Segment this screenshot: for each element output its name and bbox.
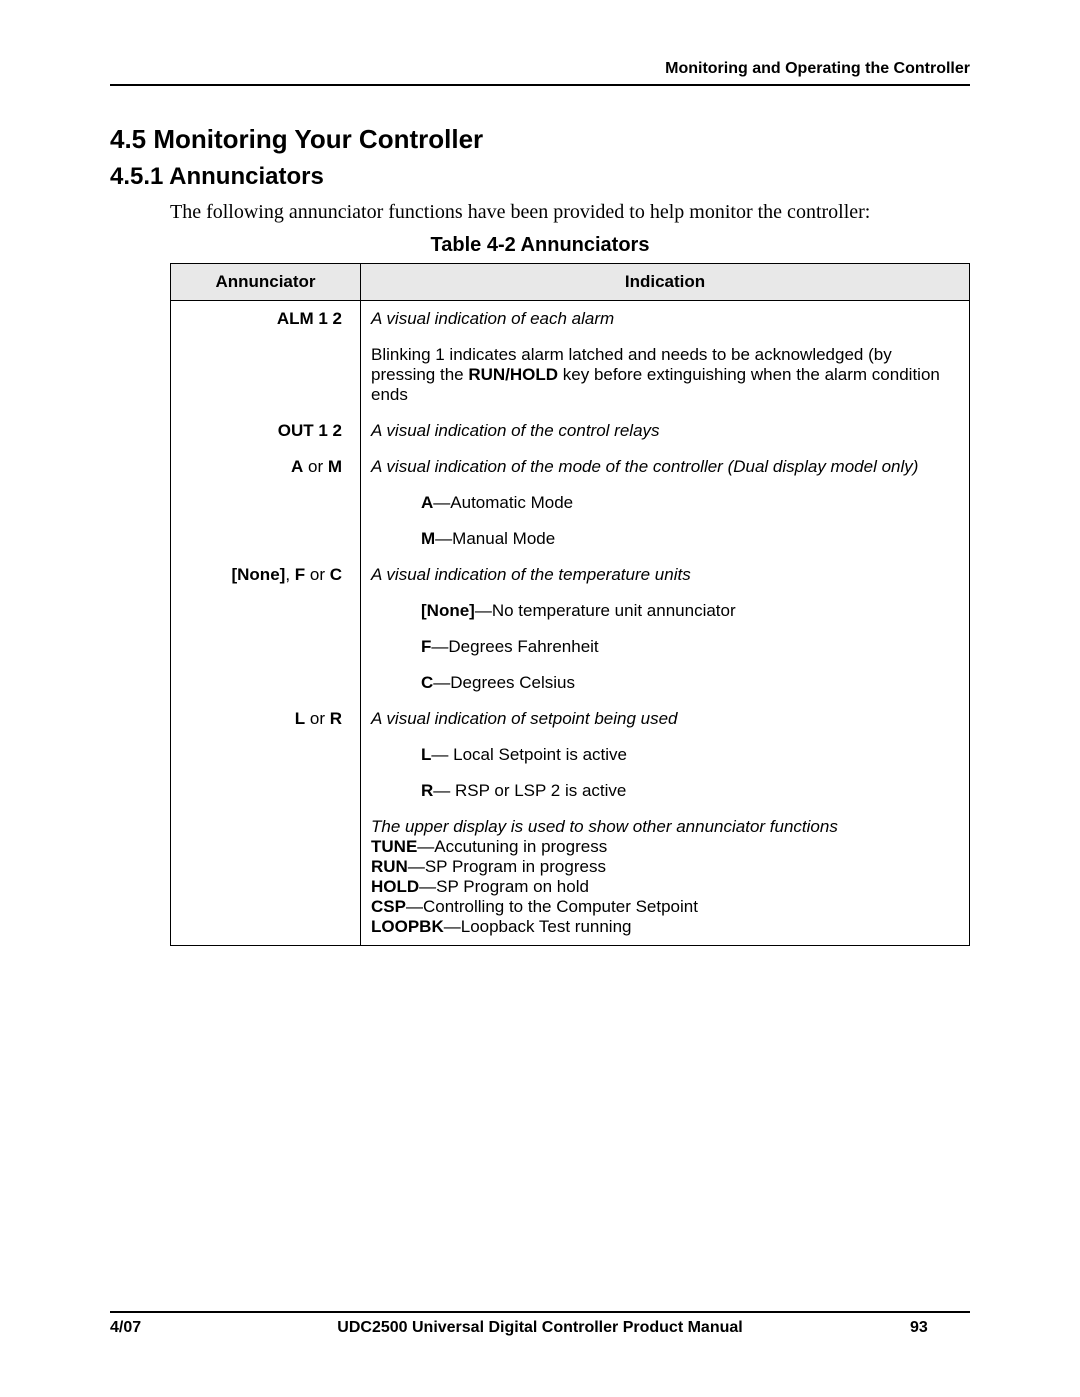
label-part: C xyxy=(330,565,342,584)
annunciator-label: ALM 1 2 xyxy=(171,301,361,338)
desc: —Degrees Celsius xyxy=(433,673,575,692)
table-row: C—Degrees Celsius xyxy=(171,665,970,701)
indication-text: The upper display is used to show other … xyxy=(371,817,838,836)
table-row: [None]—No temperature unit annunciator xyxy=(171,593,970,629)
desc: —Degrees Fahrenheit xyxy=(431,637,598,656)
desc: —Accutuning in progress xyxy=(417,837,607,856)
desc: —Manual Mode xyxy=(435,529,555,548)
label-part: or xyxy=(305,709,330,728)
code: [None] xyxy=(421,601,475,620)
table-row: The upper display is used to show other … xyxy=(171,809,970,946)
indication-cell: R— RSP or LSP 2 is active xyxy=(361,773,970,809)
intro-paragraph: The following annunciator functions have… xyxy=(170,201,970,224)
indication-text: A visual indication of the temperature u… xyxy=(371,565,691,584)
indication-cell: A visual indication of each alarm xyxy=(361,301,970,338)
indication-cell: A visual indication of the control relay… xyxy=(361,413,970,449)
table-row: A—Automatic Mode xyxy=(171,485,970,521)
code: CSP xyxy=(371,897,406,916)
label-part: or xyxy=(305,565,330,584)
annunciator-label: L or R xyxy=(171,701,361,737)
page-footer: 4/07 UDC2500 Universal Digital Controlle… xyxy=(110,1311,970,1337)
label-part: M xyxy=(328,457,342,476)
table-row: ALM 1 2 A visual indication of each alar… xyxy=(171,301,970,338)
label-part: F xyxy=(295,565,305,584)
indication-cell: [None]—No temperature unit annunciator xyxy=(361,593,970,629)
code: F xyxy=(421,637,431,656)
label-part: [None] xyxy=(231,565,285,584)
annunciator-label: A or M xyxy=(171,449,361,485)
indication-cell: A visual indication of setpoint being us… xyxy=(361,701,970,737)
indication-text: A visual indication of each alarm xyxy=(371,309,614,328)
indication-cell: A—Automatic Mode xyxy=(361,485,970,521)
table-row: L— Local Setpoint is active xyxy=(171,737,970,773)
table-row: OUT 1 2 A visual indication of the contr… xyxy=(171,413,970,449)
annunciator-label: [None], F or C xyxy=(171,557,361,593)
annunciator-label: OUT 1 2 xyxy=(171,413,361,449)
key-name: RUN/HOLD xyxy=(468,365,558,384)
code: LOOPBK xyxy=(371,917,444,936)
desc: —Controlling to the Computer Setpoint xyxy=(406,897,698,916)
footer-title: UDC2500 Universal Digital Controller Pro… xyxy=(170,1319,910,1337)
table-row: L or R A visual indication of setpoint b… xyxy=(171,701,970,737)
running-header: Monitoring and Operating the Controller xyxy=(110,60,970,86)
desc: —Loopback Test running xyxy=(444,917,632,936)
table-header-indication: Indication xyxy=(361,264,970,301)
code: M xyxy=(421,529,435,548)
table-header-annunciator: Annunciator xyxy=(171,264,361,301)
footer-page-number: 93 xyxy=(910,1319,970,1337)
table-row: A or M A visual indication of the mode o… xyxy=(171,449,970,485)
desc: —No temperature unit annunciator xyxy=(475,601,736,620)
desc: —SP Program on hold xyxy=(419,877,589,896)
table-row: [None], F or C A visual indication of th… xyxy=(171,557,970,593)
indication-cell: The upper display is used to show other … xyxy=(361,809,970,946)
code: A xyxy=(421,493,433,512)
indication-cell: A visual indication of the mode of the c… xyxy=(361,449,970,485)
indication-cell: A visual indication of the temperature u… xyxy=(361,557,970,593)
label-part: R xyxy=(330,709,342,728)
table-row: R— RSP or LSP 2 is active xyxy=(171,773,970,809)
indication-cell: Blinking 1 indicates alarm latched and n… xyxy=(361,337,970,413)
indication-cell: L— Local Setpoint is active xyxy=(361,737,970,773)
label-part: , xyxy=(285,565,294,584)
indication-text: A visual indication of the mode of the c… xyxy=(371,457,918,476)
footer-date: 4/07 xyxy=(110,1319,170,1337)
table-row: M—Manual Mode xyxy=(171,521,970,557)
code: HOLD xyxy=(371,877,419,896)
desc: — RSP or LSP 2 is active xyxy=(433,781,626,800)
indication-text: A visual indication of the control relay… xyxy=(371,421,660,440)
section-heading-4-5-1: 4.5.1 Annunciators xyxy=(110,163,970,191)
section-heading-4-5: 4.5 Monitoring Your Controller xyxy=(110,124,970,155)
code: L xyxy=(421,745,431,764)
label-part: A xyxy=(291,457,303,476)
indication-cell: M—Manual Mode xyxy=(361,521,970,557)
code: C xyxy=(421,673,433,692)
desc: —SP Program in progress xyxy=(408,857,606,876)
label-part: or xyxy=(303,457,328,476)
annunciator-label xyxy=(171,337,361,413)
code: RUN xyxy=(371,857,408,876)
table-caption: Table 4-2 Annunciators xyxy=(110,234,970,257)
code: R xyxy=(421,781,433,800)
indication-cell: F—Degrees Fahrenheit xyxy=(361,629,970,665)
desc: — Local Setpoint is active xyxy=(431,745,627,764)
label-part: L xyxy=(295,709,305,728)
code: TUNE xyxy=(371,837,417,856)
desc: —Automatic Mode xyxy=(433,493,573,512)
indication-text: A visual indication of setpoint being us… xyxy=(371,709,678,728)
table-row: F—Degrees Fahrenheit xyxy=(171,629,970,665)
indication-cell: C—Degrees Celsius xyxy=(361,665,970,701)
annunciators-table: Annunciator Indication ALM 1 2 A visual … xyxy=(170,263,970,946)
table-row: Blinking 1 indicates alarm latched and n… xyxy=(171,337,970,413)
